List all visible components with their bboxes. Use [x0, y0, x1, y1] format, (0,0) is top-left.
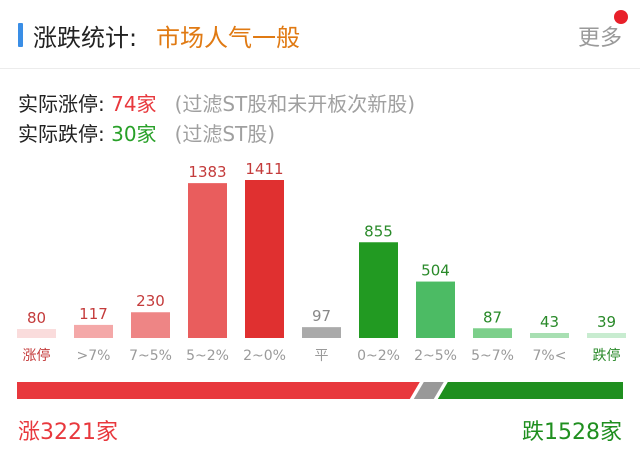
bar-value-label: 87 [483, 308, 502, 326]
bar-value-label: 97 [312, 307, 331, 325]
category-label: 涨停 [23, 347, 51, 364]
bar-9 [530, 333, 569, 338]
bar-3 [188, 183, 227, 338]
limit-down-label: 实际跌停: [18, 122, 112, 146]
limit-down-note: (过滤ST股) [174, 122, 276, 146]
section-title-text: 涨跌统计 [33, 24, 129, 52]
bar-7 [416, 281, 455, 338]
category-label: 跌停 [593, 347, 621, 364]
bar-value-label: 230 [136, 292, 165, 310]
limit-down-stat: 实际跌停: 30家 (过滤ST股) [18, 118, 275, 147]
bar-6 [359, 242, 398, 338]
market-mood: 市场人气一般 [156, 24, 300, 52]
bar-4 [245, 180, 284, 338]
category-label: 5~7% [471, 348, 514, 364]
category-label: 0~2% [357, 348, 400, 364]
bar-value-label: 43 [540, 313, 559, 331]
category-label: 7~5% [129, 348, 172, 364]
bar-8 [473, 328, 512, 338]
ratio-down-segment [437, 382, 623, 399]
bar-2 [131, 312, 170, 338]
bar-value-label: 117 [79, 305, 108, 323]
title-accent-bar [18, 23, 23, 47]
category-label: 2~0% [243, 348, 286, 364]
bar-value-label: 1383 [188, 163, 226, 181]
bar-value-label: 80 [27, 309, 46, 327]
limit-down-value: 30家 [111, 122, 157, 146]
down-total-text: 跌1528家 [522, 420, 622, 445]
bar-value-label: 1411 [245, 160, 283, 178]
bar-value-label: 855 [364, 222, 393, 240]
category-label: 2~5% [414, 348, 457, 364]
header-divider [0, 68, 640, 69]
bar-value-label: 39 [597, 313, 616, 331]
limit-up-value: 74家 [111, 92, 157, 116]
bar-1 [74, 324, 113, 338]
more-button[interactable]: 更多 [577, 26, 622, 51]
notification-dot-icon [614, 10, 628, 24]
bar-0 [17, 329, 56, 338]
bar-10 [587, 333, 626, 338]
distribution-chart: 80 涨停 117 >7% 230 7~5% 1383 5~2% 1411 2~0% 97 平 855 0… [17, 160, 626, 364]
up-down-ratio-bar [17, 382, 623, 399]
section-title: 涨跌统计: [33, 18, 137, 53]
category-label: >7% [77, 348, 111, 364]
category-label: 7%< [533, 348, 567, 364]
ratio-up-segment [17, 382, 420, 399]
bar-value-label: 504 [421, 262, 450, 280]
category-label: 5~2% [186, 348, 229, 364]
bar-5 [302, 327, 341, 338]
header: 涨跌统计: 市场人气一般 更多 [0, 0, 640, 67]
title-colon: : [129, 24, 138, 52]
limit-up-stat: 实际涨停: 74家 (过滤ST股和未开板次新股) [18, 88, 415, 117]
limit-up-note: (过滤ST股和未开板次新股) [174, 92, 416, 116]
category-label: 平 [315, 348, 329, 364]
up-total-text: 涨3221家 [18, 420, 118, 445]
ratio-flat-segment [413, 382, 444, 399]
limit-up-label: 实际涨停: [18, 92, 112, 116]
